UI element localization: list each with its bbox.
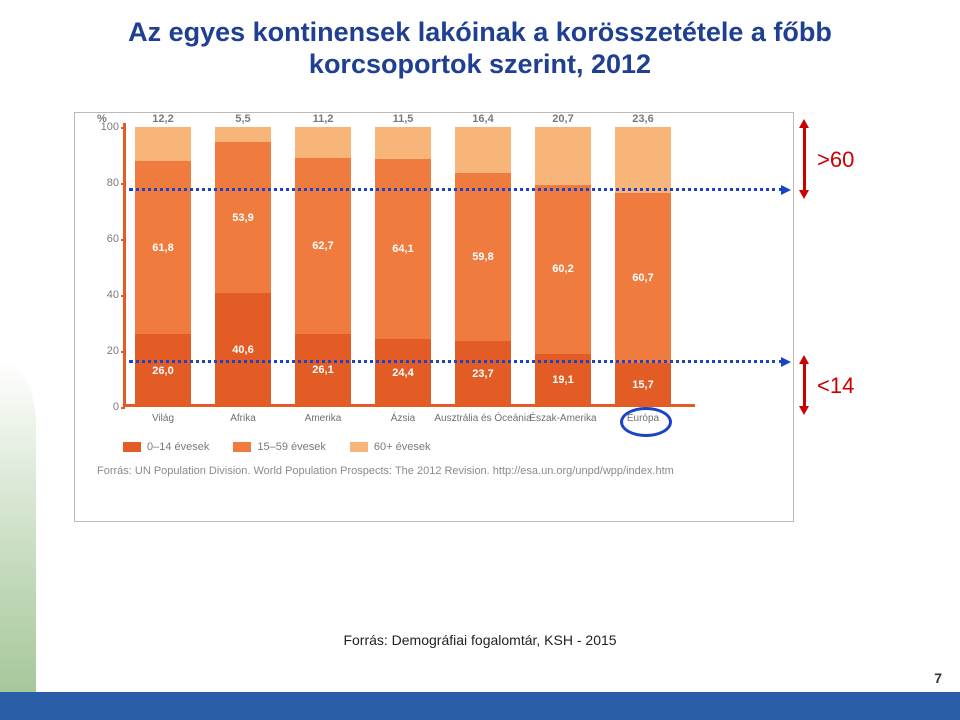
bar-segment-young: 24,4 <box>375 339 431 407</box>
bar-value-label: 11,2 <box>313 113 334 125</box>
page-number: 7 <box>934 670 942 686</box>
bar-value-label: 40,6 <box>232 344 253 356</box>
plot-area: % 12,261,826,0Világ5,553,940,6Afrika11,2… <box>123 127 683 407</box>
bar-value-label: 61,8 <box>152 242 173 254</box>
page-title: Az egyes kontinensek lakóinak a korössze… <box>80 16 880 81</box>
legend: 0–14 évesek 15–59 évesek 60+ évesek <box>123 441 781 453</box>
bar-segment-old: 20,7 <box>535 127 591 185</box>
bar-value-label: 20,7 <box>552 113 573 125</box>
bar-value-label: 26,1 <box>312 364 333 376</box>
x-axis-label: Amerika <box>305 413 342 424</box>
bar-segment-young: 26,1 <box>295 334 351 407</box>
bar-segment-young: 15,7 <box>615 363 671 407</box>
x-axis-label: Világ <box>152 413 174 424</box>
bars-container: 12,261,826,0Világ5,553,940,6Afrika11,262… <box>123 127 683 407</box>
chart-frame: % 12,261,826,0Világ5,553,940,6Afrika11,2… <box>74 112 794 522</box>
legend-swatch <box>350 442 368 452</box>
bar-value-label: 12,2 <box>152 113 173 125</box>
y-tick: 40 <box>95 289 119 301</box>
legend-swatch <box>123 442 141 452</box>
y-tick: 80 <box>95 177 119 189</box>
reference-arrowhead-icon <box>781 185 791 195</box>
annotation-arrow-14minus <box>803 363 806 407</box>
legend-label: 0–14 évesek <box>147 441 209 453</box>
bar-value-label: 23,7 <box>472 368 493 380</box>
bar-segment-young: 26,0 <box>135 334 191 407</box>
bar-segment-old: 12,2 <box>135 127 191 161</box>
legend-item: 15–59 évesek <box>233 441 326 453</box>
x-axis-label: Afrika <box>230 413 256 424</box>
bar-column: 12,261,826,0Világ <box>135 127 191 407</box>
bar-column: 11,262,726,1Amerika <box>295 127 351 407</box>
annotation-arrow-60plus <box>803 127 806 191</box>
highlight-circle <box>620 407 672 437</box>
y-tick: 60 <box>95 233 119 245</box>
bar-value-label: 23,6 <box>632 113 653 125</box>
legend-label: 15–59 évesek <box>257 441 326 453</box>
legend-swatch <box>233 442 251 452</box>
bar-segment-young: 23,7 <box>455 341 511 407</box>
bar-value-label: 60,2 <box>552 263 573 275</box>
bar-column: 20,760,219,1Észak-Amerika <box>535 127 591 407</box>
bar-value-label: 24,4 <box>392 367 413 379</box>
bar-column: 11,564,124,4Ázsia <box>375 127 431 407</box>
annotation-label-60plus: >60 <box>817 147 854 173</box>
legend-label: 60+ évesek <box>374 441 431 453</box>
bar-column: 16,459,823,7Ausztrália és Óceánia <box>455 127 511 407</box>
bar-segment-old: 11,2 <box>295 127 351 158</box>
bar-value-label: 19,1 <box>552 374 573 386</box>
bar-value-label: 16,4 <box>472 113 493 125</box>
bar-segment-mid: 53,9 <box>215 142 271 293</box>
bar-segment-mid: 60,7 <box>615 193 671 363</box>
slide-source: Forrás: Demográfiai fogalomtár, KSH - 20… <box>343 632 616 648</box>
bar-value-label: 5,5 <box>235 113 250 125</box>
bar-segment-old: 23,6 <box>615 127 671 193</box>
x-axis-label: Ázsia <box>391 413 415 424</box>
footer-bar <box>0 692 960 720</box>
y-tick: 20 <box>95 345 119 357</box>
bar-value-label: 62,7 <box>312 240 333 252</box>
legend-item: 60+ évesek <box>350 441 431 453</box>
y-tick: 0 <box>95 401 119 413</box>
bar-segment-young: 40,6 <box>215 293 271 407</box>
bar-value-label: 26,0 <box>152 365 173 377</box>
reference-arrowhead-icon <box>781 357 791 367</box>
annotation-label-14minus: <14 <box>817 373 854 399</box>
legend-item: 0–14 évesek <box>123 441 209 453</box>
bar-segment-mid: 62,7 <box>295 158 351 334</box>
bar-value-label: 11,5 <box>393 113 414 125</box>
bar-segment-mid: 59,8 <box>455 173 511 340</box>
reference-line-60plus <box>129 188 783 191</box>
bar-column: 5,553,940,6Afrika <box>215 127 271 407</box>
reference-line-14minus <box>129 360 783 363</box>
y-tick: 100 <box>95 121 119 133</box>
bar-segment-mid: 64,1 <box>375 159 431 338</box>
decorative-accent <box>0 360 36 720</box>
bar-column: 23,660,715,7Európa <box>615 127 671 407</box>
bar-value-label: 53,9 <box>232 212 253 224</box>
x-axis-label: Ausztrália és Óceánia <box>434 413 531 424</box>
bar-value-label: 15,7 <box>632 379 653 391</box>
bar-value-label: 60,7 <box>632 272 653 284</box>
bar-segment-old: 11,5 <box>375 127 431 159</box>
x-axis-label: Észak-Amerika <box>529 413 596 424</box>
chart-source: Forrás: UN Population Division. World Po… <box>97 465 781 477</box>
bar-value-label: 59,8 <box>472 251 493 263</box>
bar-segment-old: 5,5 <box>215 127 271 142</box>
bar-value-label: 64,1 <box>392 243 413 255</box>
bar-segment-old: 16,4 <box>455 127 511 173</box>
bar-segment-mid: 61,8 <box>135 161 191 334</box>
bar-segment-mid: 60,2 <box>535 185 591 354</box>
